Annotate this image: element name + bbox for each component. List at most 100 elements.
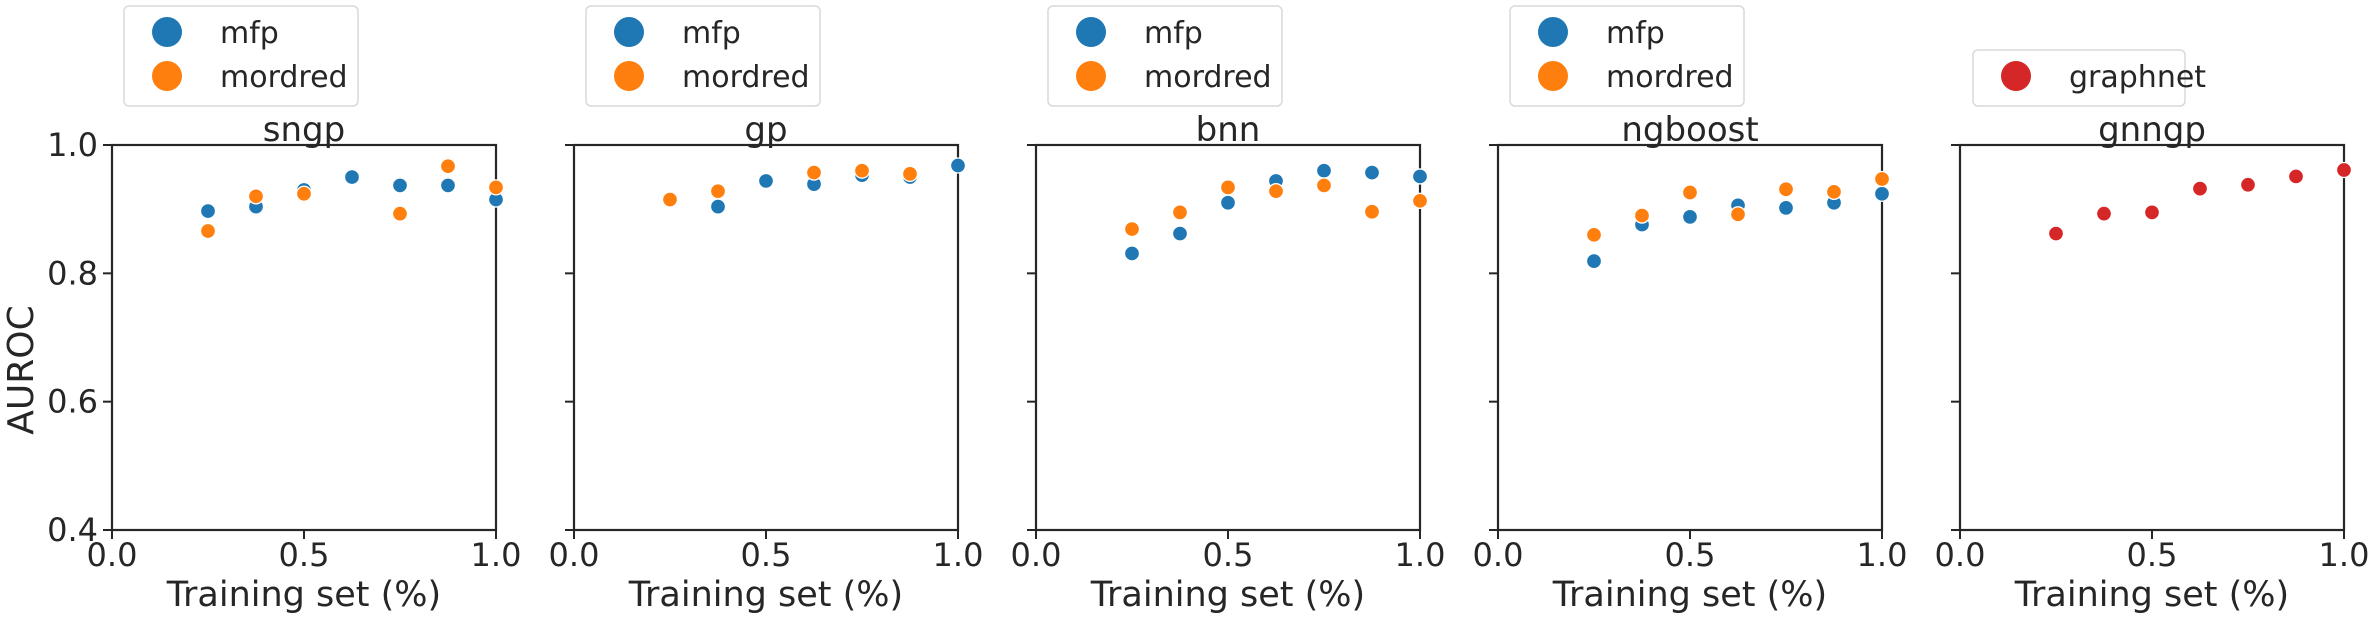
x-tick-label: 1.0: [1395, 536, 1446, 574]
series-mfp: [709, 157, 967, 215]
data-point: [1585, 252, 1603, 270]
data-point: [2047, 225, 2065, 242]
x-tick-label: 1.0: [1857, 536, 1908, 574]
data-point: [487, 179, 505, 196]
data-point: [2095, 205, 2113, 222]
data-point: [1219, 194, 1237, 211]
plot-frame: [572, 143, 960, 532]
legend-box: [1047, 5, 1283, 107]
data-point: [439, 158, 457, 175]
chart-title: gnngp: [2098, 110, 2206, 150]
legend-marker: [614, 61, 644, 91]
legend-label: mfp: [1144, 16, 1203, 51]
x-tick-label: 1.0: [933, 536, 984, 574]
legend: mfp mordred: [585, 5, 821, 107]
series-mordred: [199, 158, 505, 240]
x-axis-label: Training set (%): [166, 575, 441, 615]
data-point: [1363, 164, 1381, 181]
data-point: [247, 188, 265, 205]
series-mordred: [661, 162, 919, 208]
x-axis-label: Training set (%): [1090, 575, 1365, 615]
legend-box: [1509, 5, 1745, 107]
data-point: [391, 177, 409, 194]
data-point: [2239, 176, 2257, 193]
chart-panel-gp: gp 0.0 0.5 1.0 Training set (%) mfp mordred: [549, 5, 984, 615]
data-point: [1123, 245, 1141, 262]
data-point: [1681, 208, 1699, 226]
x-tick-label: 0.5: [741, 536, 792, 574]
x-tick-label: 0.5: [1665, 536, 1716, 574]
series-mfp: [1585, 185, 1891, 270]
chart-panel-bnn: bnn 0.0 0.5 1.0 Training set (%) mfp mordred: [1011, 5, 1446, 615]
legend-box: [585, 5, 821, 107]
data-point: [661, 191, 679, 208]
data-point: [343, 168, 361, 186]
series-mordred: [1123, 177, 1429, 238]
data-point: [391, 205, 409, 222]
data-point: [949, 157, 967, 174]
figure-ylabel: AUROC: [1, 305, 42, 434]
legend-marker: [2001, 61, 2031, 91]
plot-frame: [110, 143, 498, 532]
legend-label: graphnet: [2069, 60, 2206, 95]
data-point: [199, 222, 217, 240]
data-point: [1681, 184, 1699, 201]
x-axis-label: Training set (%): [2014, 575, 2289, 615]
data-point: [1777, 199, 1795, 217]
data-point: [295, 185, 313, 202]
legend: mfp mordred: [123, 5, 359, 107]
x-tick-label: 0.0: [1935, 536, 1986, 574]
data-point: [853, 162, 871, 179]
data-point: [1315, 177, 1333, 194]
y-tick-label: 0.6: [47, 383, 98, 421]
data-point: [2335, 161, 2353, 179]
data-point: [1411, 192, 1429, 209]
x-axis-label: Training set (%): [1552, 575, 1827, 615]
legend-marker: [152, 17, 182, 47]
chart-title: ngboost: [1621, 110, 1758, 150]
series-mfp: [199, 168, 505, 220]
data-point: [1267, 183, 1285, 200]
data-point: [1171, 204, 1189, 221]
data-point: [901, 165, 919, 183]
legend-marker: [1076, 17, 1106, 47]
data-point: [1873, 185, 1891, 202]
data-point: [1411, 168, 1429, 185]
y-tick-label: 1.0: [47, 126, 98, 164]
data-point: [1123, 220, 1141, 238]
plot-frame: [1496, 143, 1884, 532]
data-point: [1315, 162, 1333, 179]
data-point: [709, 198, 727, 215]
x-tick-label: 0.0: [549, 536, 600, 574]
series-mordred: [1585, 170, 1891, 243]
legend-label: mordred: [220, 60, 348, 95]
x-tick-label: 0.5: [279, 536, 330, 574]
legend-label: mfp: [682, 16, 741, 51]
legend-marker: [152, 61, 182, 91]
legend-label: mfp: [1606, 16, 1665, 51]
chart-panel-sngp: sngp 0.0 0.5 1.0 0.4 0.6 0.8 1.0 Training set (%…: [47, 5, 521, 615]
data-point: [1171, 225, 1189, 242]
legend-label: mordred: [682, 60, 810, 95]
chart-title: bnn: [1196, 110, 1261, 150]
x-tick-label: 1.0: [2319, 536, 2370, 574]
x-tick-label: 0.5: [1203, 536, 1254, 574]
data-point: [2143, 204, 2161, 221]
data-point: [805, 164, 823, 181]
data-point: [2287, 168, 2305, 185]
series-mfp: [1123, 162, 1429, 262]
legend: graphnet: [1972, 49, 2206, 107]
data-point: [1633, 207, 1651, 224]
data-point: [439, 177, 457, 194]
plot-frame: [1958, 143, 2346, 532]
legend: mfp mordred: [1509, 5, 1745, 107]
data-point: [1219, 179, 1237, 196]
x-tick-label: 0.0: [1011, 536, 1062, 574]
chart-title: gp: [744, 110, 787, 150]
data-point: [1873, 170, 1891, 188]
y-tick-label: 0.4: [47, 511, 98, 549]
series-graphnet: [2047, 161, 2353, 242]
legend-marker: [1076, 61, 1106, 91]
x-tick-label: 0.0: [87, 536, 138, 574]
